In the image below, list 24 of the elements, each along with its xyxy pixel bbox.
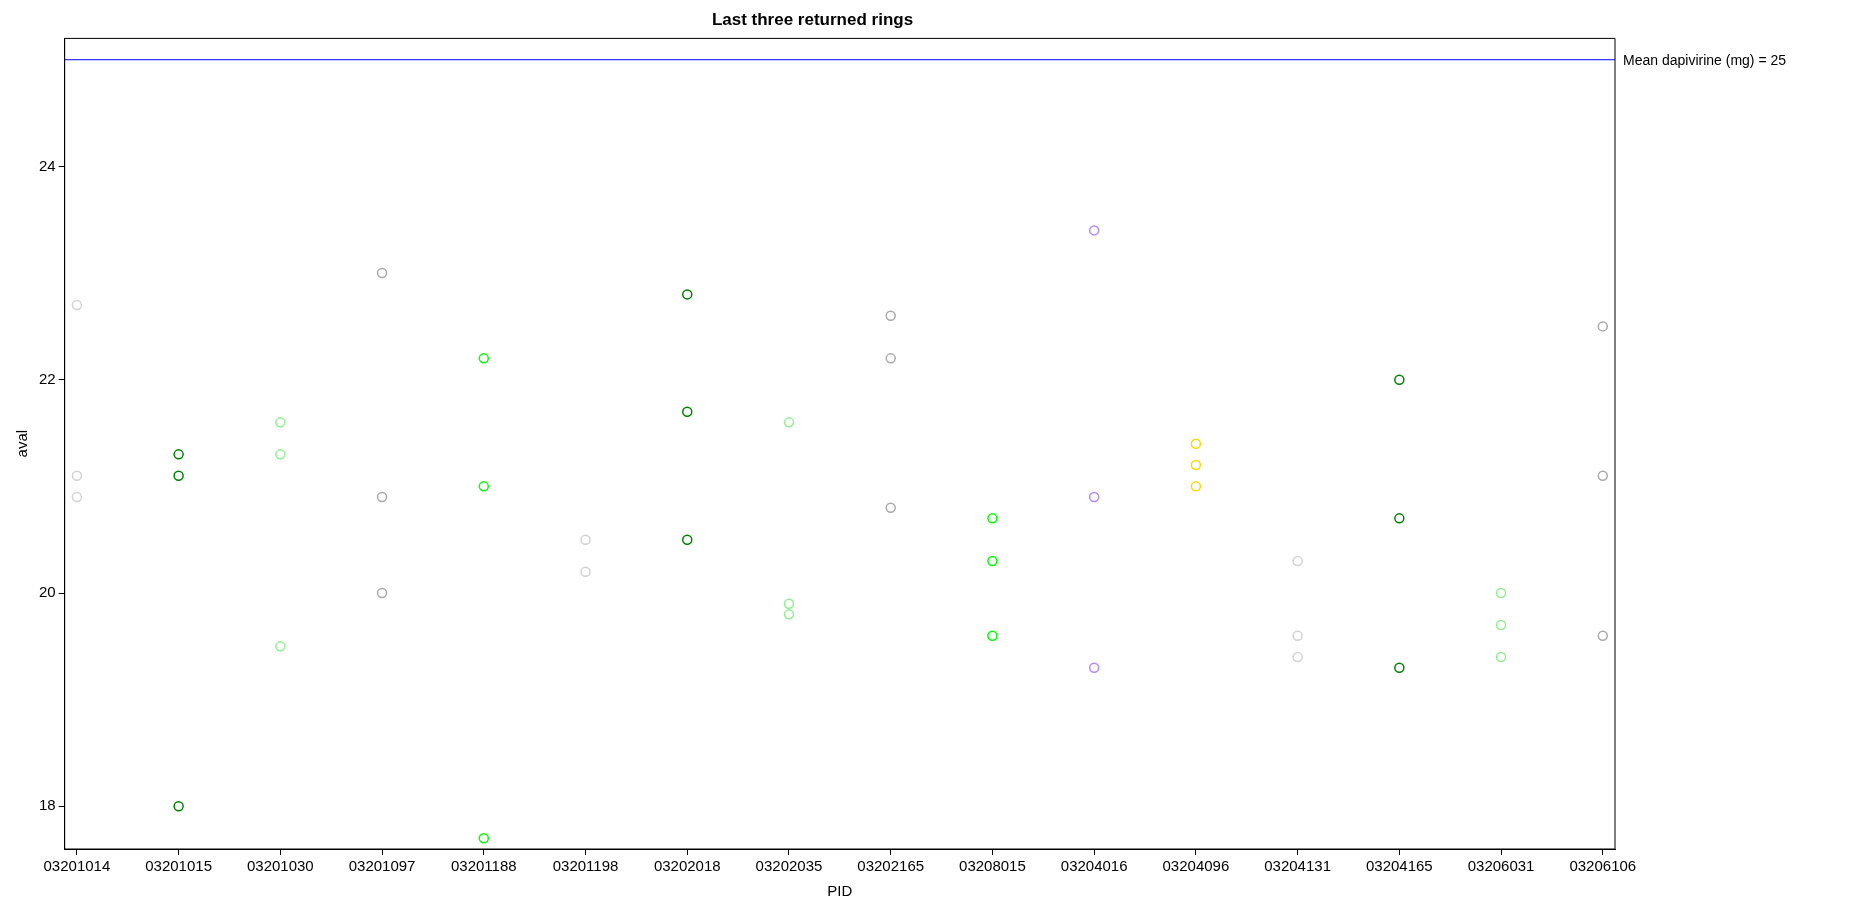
x-tick-label: 03206106 bbox=[1569, 857, 1637, 875]
x-tick-label: 03201198 bbox=[552, 857, 619, 875]
x-tick-label: 03204165 bbox=[1365, 857, 1433, 875]
x-tick-label: 03201030 bbox=[246, 857, 314, 875]
y-tick-label: 20 bbox=[39, 583, 56, 601]
y-axis-title: aval bbox=[13, 429, 31, 458]
chart-title: Last three returned rings bbox=[711, 9, 914, 29]
x-tick-label: 03204016 bbox=[1060, 857, 1128, 875]
y-tick-label: 22 bbox=[39, 369, 56, 387]
x-tick-label: 03204131 bbox=[1264, 857, 1331, 875]
x-tick-label: 03202035 bbox=[755, 857, 823, 875]
x-tick-label: 03202018 bbox=[653, 857, 721, 875]
x-tick-label: 03201014 bbox=[43, 857, 111, 875]
x-tick-label: 03201097 bbox=[348, 857, 416, 875]
y-tick-label: 18 bbox=[39, 796, 56, 814]
x-tick-label: 03201015 bbox=[145, 857, 212, 875]
x-tick-label: 03208015 bbox=[959, 857, 1026, 875]
y-tick-label: 24 bbox=[39, 156, 56, 174]
x-tick-label: 03204096 bbox=[1162, 857, 1230, 875]
x-axis-title: PID bbox=[827, 882, 853, 900]
x-tick-label: 03202165 bbox=[857, 857, 925, 875]
ref-line-label: Mean dapivirine (mg) = 25 bbox=[1623, 51, 1787, 68]
x-tick-label: 03201188 bbox=[450, 857, 517, 875]
x-tick-label: 03206031 bbox=[1467, 857, 1535, 875]
